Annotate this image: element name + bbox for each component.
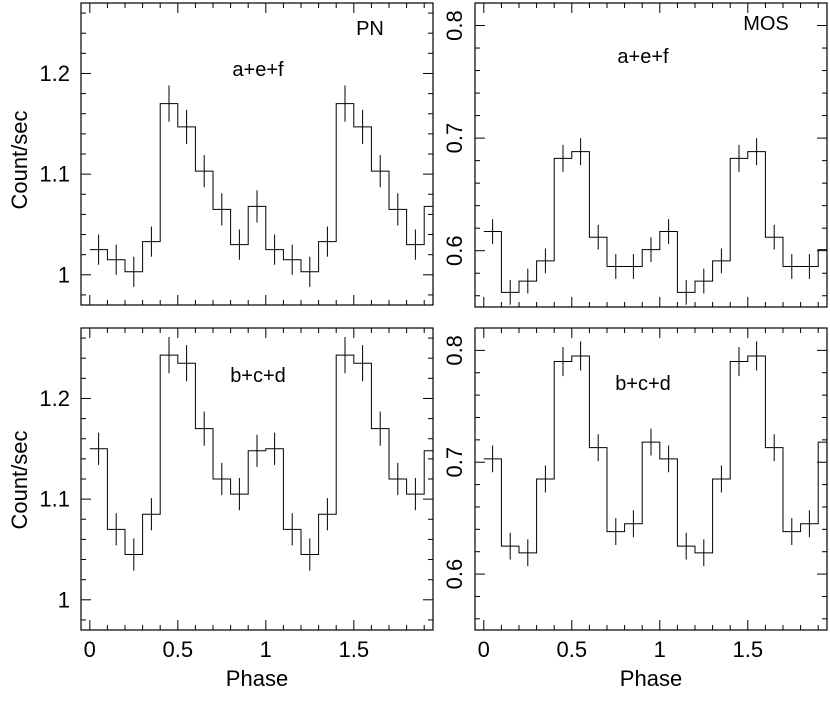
plot-frame (474, 2, 828, 308)
x-tick-label: 0.5 (163, 637, 194, 662)
panel-mos-aef: 0.6 0.7 0.8 MOS a+e+f (442, 2, 828, 308)
plot-frame (474, 327, 828, 631)
y-tick-label: 0.7 (442, 447, 467, 478)
x-axis-label: Phase (226, 666, 288, 691)
instrument-label: PN (356, 18, 384, 40)
x-tick-label: 0 (84, 637, 96, 662)
region-label: b+c+d (615, 373, 671, 395)
y-tick-label: 1.2 (39, 61, 70, 86)
y-tick-label: 1 (58, 262, 70, 287)
y-tick-label: 1.2 (39, 386, 70, 411)
y-tick-label: 1 (58, 587, 70, 612)
x-tick-label: 1 (260, 637, 272, 662)
step-line (89, 103, 433, 273)
y-tick-label: 0.8 (442, 335, 467, 366)
y-tick-label: 0.7 (442, 123, 467, 154)
region-label: a+e+f (232, 59, 284, 81)
y-axis-label: Count/sec (7, 430, 32, 529)
x-tick-label: 0 (478, 637, 490, 662)
x-axis-label: Phase (620, 666, 682, 691)
x-tick-label: 0.5 (557, 637, 588, 662)
panel-pn-bcd: 1 1.1 1.2 0 0.5 1 1.5 Phase Count/sec b+c+d (7, 327, 434, 691)
x-tick-label: 1 (654, 637, 666, 662)
x-tick-label: 1.5 (733, 637, 764, 662)
panel-mos-bcd: 0.6 0.7 0.8 0 0.5 1 1.5 Phase b+c+d (442, 327, 828, 691)
y-axis-label: Count/sec (7, 110, 32, 209)
y-tick-label: 1.1 (39, 162, 70, 187)
y-tick-label: 0.6 (442, 559, 467, 590)
region-label: a+e+f (617, 46, 669, 68)
y-tick-label: 0.6 (442, 235, 467, 266)
y-tick-label: 1.1 (39, 487, 70, 512)
instrument-label: MOS (743, 13, 789, 35)
series-group (89, 337, 433, 571)
series-group (483, 341, 827, 567)
y-tick-label: 0.8 (442, 10, 467, 41)
step-line (483, 151, 827, 293)
region-label: b+c+d (230, 365, 286, 387)
series-group (89, 85, 433, 287)
panel-pn-aef: 1 1.1 1.2 Count/sec PN a+e+f (7, 2, 434, 306)
x-tick-label: 1.5 (339, 637, 370, 662)
series-group (483, 138, 827, 305)
